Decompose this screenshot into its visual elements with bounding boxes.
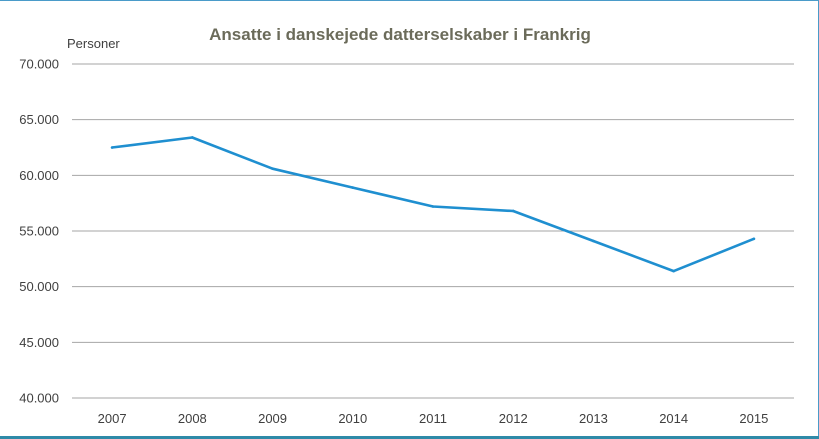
- chart-title: Ansatte i danskejede datterselskaber i F…: [209, 25, 591, 44]
- x-tick-label: 2012: [499, 411, 528, 426]
- x-tick-label: 2008: [178, 411, 207, 426]
- y-axis-label: Personer: [67, 36, 120, 51]
- x-axis-ticks: 2007 2008 2009 2010 2011 2012 2013 2014 2015: [98, 411, 769, 426]
- y-tick-label: 55.000: [19, 224, 59, 239]
- data-point: [592, 239, 595, 243]
- series-line: [110, 136, 756, 273]
- x-tick-label: 2010: [338, 411, 367, 426]
- y-tick-label: 60.000: [19, 168, 59, 183]
- y-tick-label: 65.000: [19, 112, 59, 127]
- series-group: [110, 136, 756, 273]
- data-point: [672, 269, 675, 273]
- y-tick-label: 50.000: [19, 279, 59, 294]
- x-tick-label: 2014: [659, 411, 688, 426]
- x-tick-label: 2015: [739, 411, 768, 426]
- x-tick-label: 2011: [419, 411, 447, 426]
- data-point: [431, 205, 435, 208]
- data-point: [110, 146, 114, 149]
- x-tick-label: 2007: [98, 411, 127, 426]
- data-point: [191, 136, 194, 139]
- y-tick-label: 45.000: [19, 335, 59, 350]
- frame-bottom-border: [0, 436, 819, 439]
- frame-top-border: [0, 0, 819, 1]
- y-tick-label: 40.000: [19, 391, 59, 406]
- gridlines: [72, 63, 794, 399]
- data-point: [511, 209, 515, 213]
- x-tick-label: 2009: [258, 411, 287, 426]
- data-point: [271, 167, 274, 170]
- x-tick-label: 2013: [579, 411, 608, 426]
- data-point: [351, 186, 355, 189]
- y-axis-ticks: 40.000 45.000 50.000 55.000 60.000 65.000 70.0…: [19, 57, 59, 406]
- data-point: [752, 237, 756, 241]
- y-tick-label: 70.000: [19, 57, 59, 72]
